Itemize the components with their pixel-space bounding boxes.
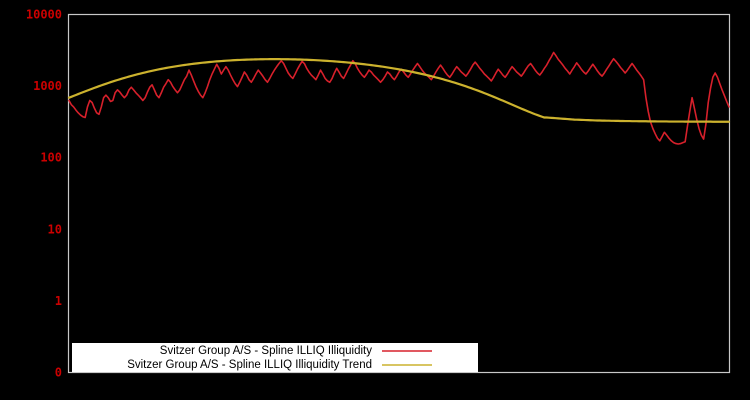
chart-legend[interactable]: Svitzer Group A/S - Spline ILLIQ Illiqui…: [72, 343, 478, 372]
y-axis-tick-1: 1: [55, 294, 62, 308]
data-series-group: [67, 51, 731, 145]
y-axis-tick-10000: 10000: [26, 8, 62, 22]
y-axis-tick-100: 100: [40, 151, 62, 165]
legend-label-1: Svitzer Group A/S - Spline ILLIQ Illiqui…: [127, 359, 372, 371]
illiquidity-series-line: [68, 51, 730, 145]
y-axis-tick-0: 0: [55, 366, 62, 380]
y-axis-tick-1000: 1000: [33, 79, 62, 93]
illiquidity-trend-line: [67, 58, 731, 123]
plot-frame: [67, 13, 731, 374]
legend-label-0: Svitzer Group A/S - Spline ILLIQ Illiqui…: [160, 345, 372, 357]
legend-background: [72, 343, 478, 372]
y-axis-tick-10: 10: [48, 222, 62, 236]
